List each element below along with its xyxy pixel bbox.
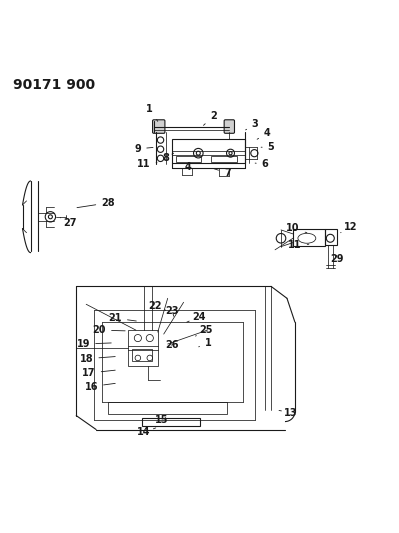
Text: 9: 9	[134, 144, 153, 154]
Text: 26: 26	[165, 340, 178, 350]
Text: 29: 29	[330, 254, 344, 264]
Bar	[211, 156, 237, 162]
Bar	[142, 418, 200, 426]
Bar	[128, 330, 158, 366]
Text: 25: 25	[196, 325, 213, 336]
Text: 6: 6	[255, 159, 269, 169]
Text: 24: 24	[187, 312, 205, 322]
Bar	[108, 402, 227, 414]
Text: 11: 11	[288, 240, 309, 251]
Text: 16: 16	[85, 382, 115, 392]
Bar	[176, 156, 201, 162]
Text: 7: 7	[214, 168, 231, 178]
Text: 20: 20	[93, 325, 125, 335]
Text: 18: 18	[80, 354, 115, 364]
Text: 1: 1	[146, 104, 158, 122]
Text: 22: 22	[148, 301, 166, 311]
Text: 13: 13	[279, 408, 298, 418]
Text: 17: 17	[82, 368, 115, 378]
Text: 11: 11	[137, 159, 157, 169]
Text: 90171 900: 90171 900	[13, 78, 95, 92]
Text: 12: 12	[341, 222, 358, 233]
Text: 2: 2	[203, 111, 217, 125]
Text: 4: 4	[184, 162, 191, 172]
FancyBboxPatch shape	[152, 120, 165, 133]
Text: 21: 21	[109, 313, 136, 323]
Bar	[293, 229, 325, 246]
Text: 28: 28	[77, 198, 115, 208]
Text: 23: 23	[166, 306, 179, 316]
Bar	[132, 349, 152, 361]
FancyBboxPatch shape	[224, 120, 235, 133]
Text: 15: 15	[155, 415, 168, 425]
Text: 10: 10	[286, 223, 307, 233]
Text: 4: 4	[257, 128, 271, 139]
Text: 27: 27	[60, 217, 77, 228]
Text: 8: 8	[162, 152, 174, 163]
Text: 1: 1	[199, 338, 211, 348]
Bar	[172, 139, 245, 163]
Text: 14: 14	[137, 427, 156, 437]
Text: 19: 19	[77, 339, 111, 349]
Bar	[325, 229, 338, 245]
Text: 5: 5	[261, 142, 275, 152]
Text: 3: 3	[246, 119, 259, 130]
